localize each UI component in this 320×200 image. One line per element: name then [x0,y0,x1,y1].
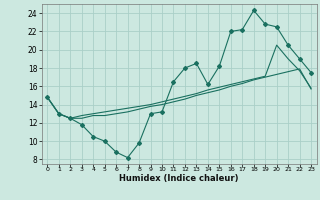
X-axis label: Humidex (Indice chaleur): Humidex (Indice chaleur) [119,174,239,183]
